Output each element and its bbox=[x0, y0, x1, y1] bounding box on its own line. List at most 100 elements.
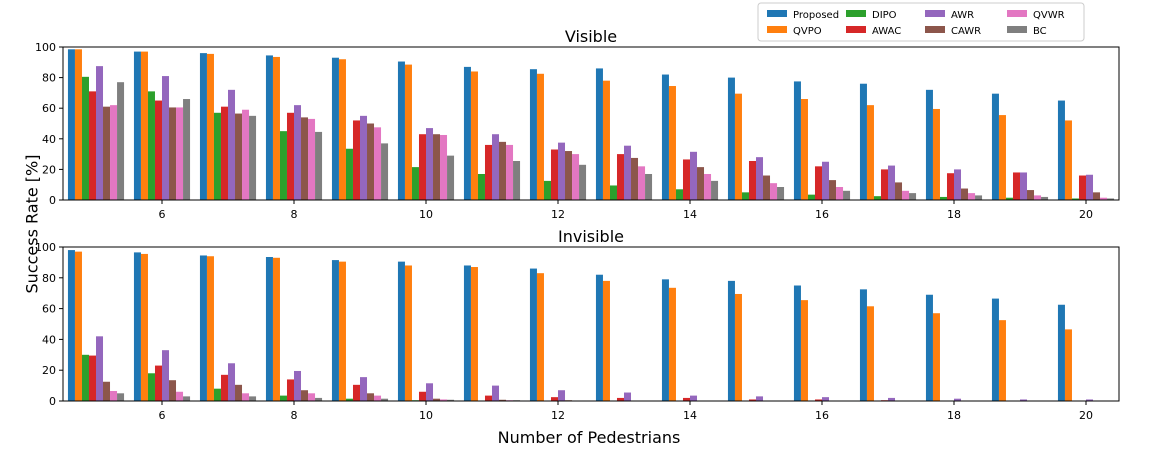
bar-qvpo-14 bbox=[669, 288, 676, 401]
bar-proposed-9 bbox=[332, 58, 339, 200]
bar-awac-8 bbox=[287, 113, 294, 200]
bar-awr-18 bbox=[954, 169, 961, 200]
bar-awr-6 bbox=[162, 76, 169, 200]
legend-label-awac: AWAC bbox=[872, 26, 901, 37]
bar-cawr-20 bbox=[1093, 192, 1100, 200]
bar-awr-6 bbox=[162, 350, 169, 401]
bar-qvpo-17 bbox=[867, 105, 874, 200]
bar-proposed-10 bbox=[398, 262, 405, 401]
legend-label-qvwr: QVWR bbox=[1033, 10, 1065, 21]
bar-dipo-10 bbox=[412, 167, 419, 200]
panel-title: Visible bbox=[565, 27, 617, 46]
bar-dipo-8 bbox=[280, 396, 287, 401]
x-tick-label: 6 bbox=[159, 409, 166, 422]
bar-awac-18 bbox=[947, 173, 954, 200]
bar-cawr-8 bbox=[301, 390, 308, 401]
legend-swatch-qvwr bbox=[1007, 10, 1027, 17]
bar-qvpo-19 bbox=[999, 115, 1006, 200]
bar-dipo-5 bbox=[82, 77, 89, 200]
bar-proposed-5 bbox=[68, 250, 75, 401]
x-tick-label: 12 bbox=[551, 208, 565, 221]
bar-awac-9 bbox=[353, 120, 360, 200]
bar-awac-15 bbox=[749, 161, 756, 200]
legend-swatch-qvpo bbox=[767, 26, 787, 33]
bar-qvpo-9 bbox=[339, 262, 346, 401]
bar-qvwr-9 bbox=[374, 396, 381, 401]
legend-swatch-bc bbox=[1007, 26, 1027, 33]
legend-swatch-awr bbox=[925, 10, 945, 17]
bar-proposed-7 bbox=[200, 53, 207, 200]
bar-awac-12 bbox=[551, 150, 558, 200]
bar-dipo-12 bbox=[544, 181, 551, 200]
bar-qvpo-5 bbox=[75, 252, 82, 401]
bar-proposed-12 bbox=[530, 69, 537, 200]
bar-awac-9 bbox=[353, 385, 360, 401]
bar-dipo-6 bbox=[148, 91, 155, 200]
bar-proposed-13 bbox=[596, 68, 603, 200]
x-tick-label: 8 bbox=[291, 409, 298, 422]
bar-qvwr-8 bbox=[308, 393, 315, 401]
bar-qvpo-12 bbox=[537, 74, 544, 200]
bar-dipo-17 bbox=[874, 196, 881, 200]
bar-qvpo-10 bbox=[405, 65, 412, 200]
bar-awac-6 bbox=[155, 101, 162, 200]
bar-dipo-8 bbox=[280, 131, 287, 200]
legend-label-qvpo: QVPO bbox=[793, 26, 822, 37]
bar-proposed-12 bbox=[530, 269, 537, 401]
bar-qvwr-15 bbox=[770, 183, 777, 200]
bar-awac-7 bbox=[221, 107, 228, 200]
bar-bc-7 bbox=[249, 116, 256, 200]
bar-qvwr-5 bbox=[110, 105, 117, 200]
bar-qvpo-19 bbox=[999, 320, 1006, 401]
bar-awr-12 bbox=[558, 143, 565, 200]
bar-proposed-18 bbox=[926, 295, 933, 401]
bar-awac-5 bbox=[89, 356, 96, 401]
bar-proposed-8 bbox=[266, 257, 273, 401]
bar-awr-9 bbox=[360, 116, 367, 200]
bar-proposed-11 bbox=[464, 265, 471, 401]
bar-qvwr-18 bbox=[968, 193, 975, 200]
bar-qvpo-11 bbox=[471, 267, 478, 401]
bar-proposed-14 bbox=[662, 75, 669, 200]
bar-cawr-11 bbox=[499, 142, 506, 200]
bar-awr-11 bbox=[492, 134, 499, 200]
bar-bc-13 bbox=[645, 174, 652, 200]
legend-label-proposed: Proposed bbox=[793, 10, 839, 21]
bar-awac-8 bbox=[287, 379, 294, 401]
x-tick-label: 6 bbox=[159, 208, 166, 221]
bar-awr-7 bbox=[228, 363, 235, 401]
bar-cawr-18 bbox=[961, 189, 968, 200]
bar-qvwr-17 bbox=[902, 191, 909, 200]
x-tick-label: 20 bbox=[1079, 409, 1093, 422]
bar-awr-5 bbox=[96, 66, 103, 200]
legend-label-awr: AWR bbox=[951, 10, 974, 21]
bar-awac-17 bbox=[881, 169, 888, 200]
bar-qvwr-12 bbox=[572, 154, 579, 200]
bar-cawr-15 bbox=[763, 176, 770, 200]
bar-awac-11 bbox=[485, 145, 492, 200]
bar-dipo-5 bbox=[82, 355, 89, 401]
bar-proposed-19 bbox=[992, 94, 999, 200]
bar-proposed-16 bbox=[794, 81, 801, 200]
legend-label-cawr: CAWR bbox=[951, 26, 981, 37]
y-axis-label: Success Rate [%] bbox=[23, 155, 42, 294]
bar-bc-5 bbox=[117, 393, 124, 401]
bar-proposed-10 bbox=[398, 62, 405, 200]
bar-qvwr-5 bbox=[110, 391, 117, 401]
bar-cawr-5 bbox=[103, 107, 110, 200]
bar-qvpo-7 bbox=[207, 54, 214, 200]
bar-bc-18 bbox=[975, 195, 982, 200]
bar-cawr-9 bbox=[367, 393, 374, 401]
bar-awac-13 bbox=[617, 154, 624, 200]
y-tick-label: 40 bbox=[42, 333, 56, 346]
bar-qvpo-20 bbox=[1065, 329, 1072, 401]
bar-bc-10 bbox=[447, 156, 454, 200]
bar-qvpo-20 bbox=[1065, 120, 1072, 200]
bar-awr-12 bbox=[558, 390, 565, 401]
bar-proposed-17 bbox=[860, 84, 867, 200]
bar-proposed-7 bbox=[200, 255, 207, 401]
bar-proposed-17 bbox=[860, 289, 867, 401]
bar-awr-14 bbox=[690, 396, 697, 401]
